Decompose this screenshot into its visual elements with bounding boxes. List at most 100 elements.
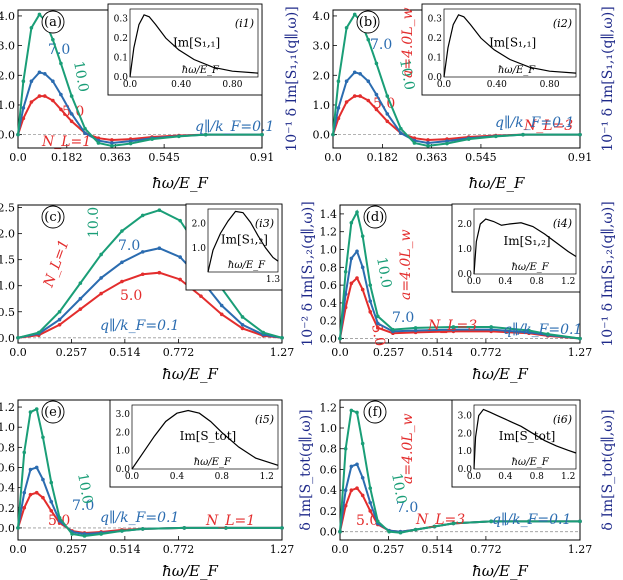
- panel-label: (a): [44, 15, 62, 30]
- data-point: [49, 499, 54, 504]
- inset-curve: [207, 210, 279, 273]
- data-point: [140, 272, 145, 277]
- x-tick-label: 0.545: [465, 151, 497, 164]
- panel-label-circle: [356, 10, 380, 34]
- series-label-7.0: 7.0: [118, 238, 140, 254]
- data-point: [177, 134, 181, 139]
- annotation: N_L=1: [40, 238, 72, 291]
- y-tick-label: 1.4: [320, 208, 338, 221]
- y-tick-label: 0.0: [0, 522, 15, 535]
- data-point: [360, 475, 365, 480]
- data-point: [21, 79, 26, 84]
- data-point: [360, 265, 365, 270]
- x-axis-label: ħω/E_F: [472, 562, 528, 580]
- y-tick-label: 0.5: [0, 306, 15, 319]
- data-point: [57, 516, 62, 520]
- data-point: [546, 332, 550, 336]
- y-tick-label: 0.0: [0, 129, 15, 142]
- data-point: [338, 336, 342, 341]
- inset-y-tick-label: 1.0: [116, 447, 131, 457]
- inset-x-tick-label: 0.8: [530, 472, 545, 482]
- y-tick-label: 0.2: [320, 505, 338, 518]
- x-tick-label: 0.0: [9, 543, 27, 556]
- annotation: q∥/k_F=0.1: [195, 119, 274, 135]
- inset-label: (i1): [235, 17, 254, 30]
- data-point: [70, 532, 74, 536]
- y-tick-label: 0.2: [320, 315, 338, 328]
- data-point: [578, 519, 582, 524]
- inset-label: (i2): [553, 17, 572, 30]
- inset-y-tick-label: 0.0: [458, 465, 473, 475]
- data-point: [413, 328, 418, 333]
- y-axis-label: δ Im[S_tot(q∥,ω)]: [600, 409, 616, 530]
- x-axis-label: ħω/E_F: [469, 174, 525, 192]
- series-label-5.0: 5.0: [368, 323, 388, 348]
- data-point: [489, 519, 493, 524]
- data-point: [451, 327, 456, 332]
- y-tick-label: 2.5: [0, 202, 15, 215]
- inset-plot-frame: [129, 8, 259, 78]
- inset-x-tick-label: 0.0: [437, 80, 452, 90]
- data-point: [51, 79, 55, 84]
- data-point: [140, 213, 145, 218]
- data-point: [37, 12, 42, 17]
- series-label-7.0: 7.0: [72, 498, 94, 514]
- series-label-7.0: 7.0: [392, 310, 414, 326]
- y-tick-label: 1.0: [320, 244, 338, 257]
- panel-e: 0.0 0.2 0.4 0.6 0.8 1.0 1.2 0.0 0.257 0.514 0.772 1…: [0, 399, 314, 580]
- y-tick-label: 1.0: [0, 99, 15, 112]
- series-label-10.0: 10.0: [396, 58, 417, 91]
- data-point: [22, 505, 27, 510]
- data-point: [28, 492, 33, 497]
- x-tick-label: 0.772: [163, 346, 195, 359]
- data-point: [29, 100, 34, 104]
- series-label-7.0: 7.0: [396, 500, 418, 516]
- series-label-10.0: 10.0: [388, 472, 409, 505]
- data-point: [385, 94, 390, 98]
- y-axis-label: 10⁻² δ Im[S₁,₂(q∥,ω)]: [300, 201, 316, 346]
- y-tick-label: 0.4: [320, 484, 338, 497]
- data-point: [28, 467, 33, 472]
- x-tick-label: 0.514: [421, 346, 453, 359]
- inset-curve: [443, 14, 577, 78]
- y-tick-label: 0.2: [0, 502, 15, 515]
- data-point: [120, 260, 124, 265]
- data-point: [280, 526, 284, 530]
- data-point: [203, 132, 208, 137]
- data-point: [120, 279, 124, 284]
- data-point: [120, 529, 124, 533]
- inset-plot-frame: [473, 208, 577, 275]
- panel-label: (b): [359, 15, 377, 30]
- y-tick-label: 1.0: [313, 99, 331, 112]
- inset-x-tick-label: 0.4: [498, 277, 513, 287]
- data-point: [49, 480, 54, 485]
- x-tick-label: 0.0: [9, 151, 27, 164]
- panel-label: (f): [368, 405, 383, 420]
- panel-b: 0.01.02.03.04.00.0 0.182 0.363 0.545 0.915.0…: [313, 3, 616, 192]
- data-point: [29, 79, 34, 84]
- x-tick-label: 0.91: [250, 151, 275, 164]
- y-tick-label: 2.0: [0, 69, 15, 82]
- annotation: q∥/k_F=0.1: [503, 322, 582, 338]
- data-point: [355, 486, 359, 490]
- data-point: [489, 325, 493, 329]
- data-point: [352, 12, 357, 17]
- data-point: [451, 521, 456, 526]
- panel-label-circle: [363, 400, 387, 424]
- data-point: [349, 408, 354, 413]
- data-point: [199, 294, 203, 298]
- inset-x-label: ħω/E_F: [511, 457, 549, 468]
- inset-title: Im[S₁,₁]: [173, 35, 220, 49]
- data-point: [34, 465, 39, 470]
- data-point: [43, 94, 47, 98]
- data-point: [99, 252, 103, 257]
- y-tick-label: 3.0: [313, 40, 331, 53]
- data-point: [16, 132, 20, 137]
- x-tick-label: 0.91: [568, 151, 593, 164]
- data-point: [368, 509, 373, 513]
- data-point: [260, 132, 264, 137]
- data-point: [59, 107, 63, 112]
- data-point: [355, 210, 359, 214]
- data-point: [57, 322, 62, 327]
- series-line-7.0: [17, 247, 283, 339]
